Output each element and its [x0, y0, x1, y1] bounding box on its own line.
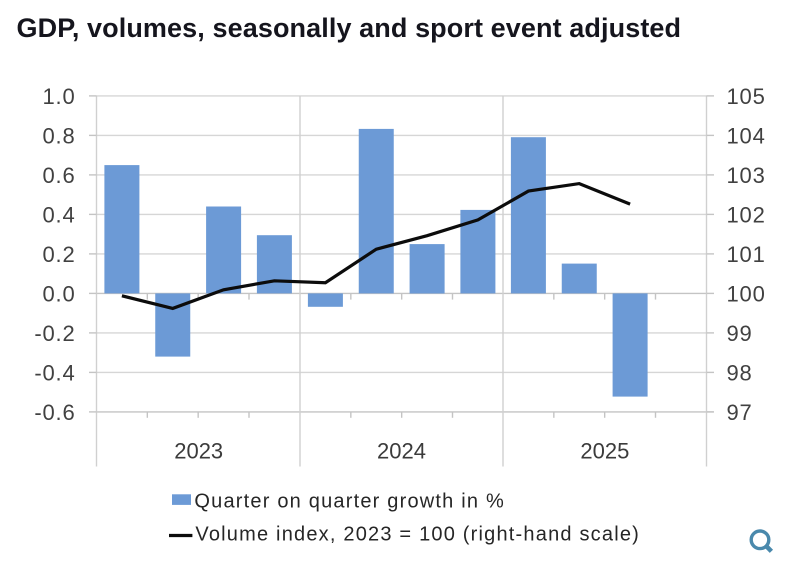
svg-text:2023: 2023 — [174, 439, 223, 464]
svg-text:103: 103 — [727, 163, 766, 188]
svg-text:97: 97 — [727, 400, 753, 425]
svg-text:-0.6: -0.6 — [34, 400, 75, 425]
svg-text:2025: 2025 — [580, 439, 629, 464]
svg-text:0.4: 0.4 — [43, 202, 76, 227]
svg-text:-0.2: -0.2 — [34, 321, 75, 346]
svg-text:100: 100 — [727, 281, 766, 306]
svg-text:Quarter on quarter growth in %: Quarter on quarter growth in % — [194, 491, 505, 513]
svg-text:98: 98 — [727, 360, 753, 385]
svg-text:0.0: 0.0 — [43, 281, 76, 306]
svg-text:102: 102 — [727, 202, 766, 227]
svg-text:99: 99 — [727, 321, 753, 346]
svg-text:0.8: 0.8 — [43, 123, 76, 148]
svg-text:0.6: 0.6 — [43, 163, 76, 188]
svg-text:104: 104 — [727, 123, 766, 148]
svg-text:101: 101 — [727, 242, 766, 267]
svg-text:1.0: 1.0 — [43, 84, 76, 109]
svg-text:2024: 2024 — [377, 439, 426, 464]
svg-text:GDP, volumes, seasonally and s: GDP, volumes, seasonally and sport event… — [17, 13, 682, 43]
svg-text:Volume index, 2023 = 100 (righ: Volume index, 2023 = 100 (right-hand sca… — [195, 524, 640, 546]
svg-text:-0.4: -0.4 — [34, 360, 75, 385]
svg-text:0.2: 0.2 — [43, 242, 76, 267]
svg-text:105: 105 — [727, 84, 766, 109]
